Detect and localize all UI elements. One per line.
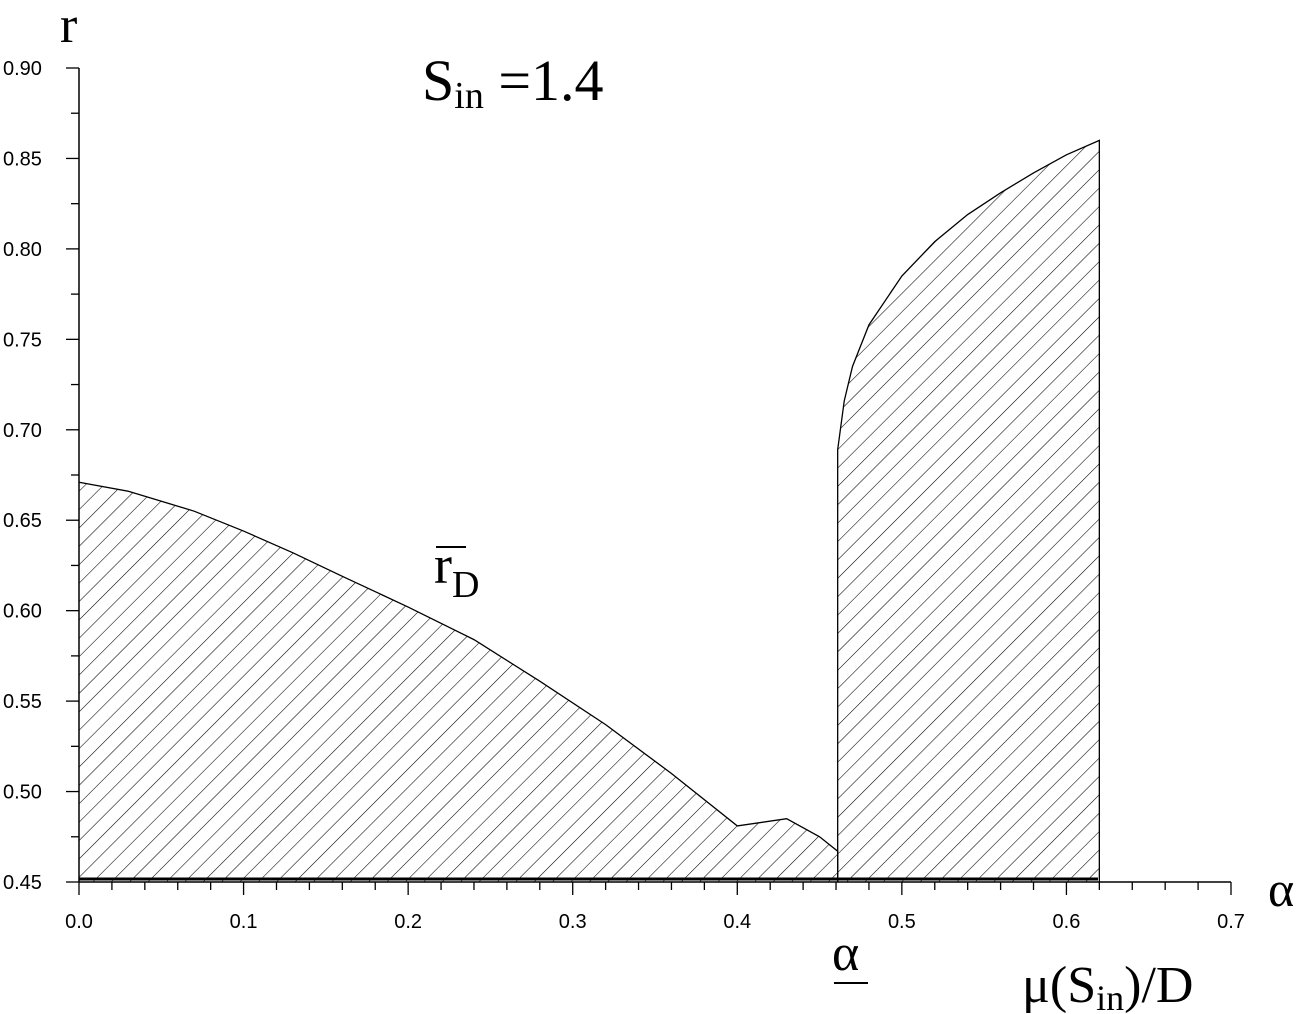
region-2-fill xyxy=(837,140,1100,882)
y-tick-label: 0.55 xyxy=(3,691,42,713)
tick-labels: 0.0 0.1 0.2 0.3 0.4 0.5 0.6 0.7 0.45 0.50 0.55 0.60… xyxy=(3,58,1245,933)
x-axis-label: α xyxy=(1268,861,1294,917)
x-tick-label: 0.6 xyxy=(1053,911,1081,933)
y-axis-label: r xyxy=(60,0,77,54)
x-tick-label: 0.7 xyxy=(1217,911,1245,933)
title-sub: in xyxy=(454,75,484,117)
y-tick-label: 0.85 xyxy=(3,148,42,170)
title-rest: =1.4 xyxy=(484,48,604,113)
y-tick-label: 0.60 xyxy=(3,601,42,623)
curve-label: rD xyxy=(434,535,479,606)
alpha-marker-label: α xyxy=(832,925,859,982)
title-main: S xyxy=(422,48,454,113)
x-label2-post: )/D xyxy=(1124,957,1193,1014)
region-2-boundary xyxy=(837,139,1100,882)
x-tick-label: 0.5 xyxy=(888,911,916,933)
curve-label-sub: D xyxy=(452,564,479,606)
y-tick-label: 0.50 xyxy=(3,782,42,804)
x-tick-label: 0.4 xyxy=(723,911,751,933)
x-label2-pre: μ(S xyxy=(1022,957,1096,1014)
y-tick-label: 0.65 xyxy=(3,510,42,532)
x-tick-label: 0.1 xyxy=(230,911,258,933)
y-tick-label: 0.75 xyxy=(3,329,42,351)
chart-title: Sin =1.4 xyxy=(422,48,604,117)
x-tick-label: 0.2 xyxy=(394,911,422,933)
y-tick-label: 0.90 xyxy=(3,58,42,80)
curve-label-main: r xyxy=(434,535,452,595)
y-tick-label: 0.80 xyxy=(3,239,42,261)
x-label2-sub: in xyxy=(1096,978,1124,1014)
y-tick-label: 0.45 xyxy=(3,872,42,894)
x-tick-label: 0.3 xyxy=(559,911,587,933)
axis-ticks xyxy=(66,67,1232,895)
region-1-fill xyxy=(79,482,838,882)
hatched-regions xyxy=(78,139,1100,882)
x-tick-label: 0.0 xyxy=(65,911,93,933)
y-tick-label: 0.70 xyxy=(3,420,42,442)
x-axis-label-secondary: μ(Sin)/D xyxy=(1022,957,1193,1014)
region-1-boundary xyxy=(78,481,839,882)
